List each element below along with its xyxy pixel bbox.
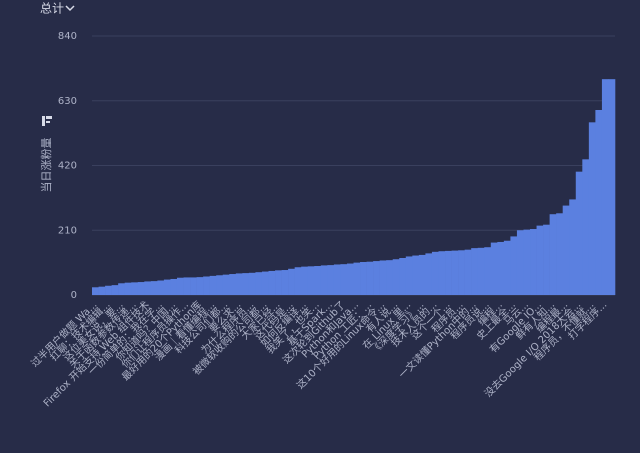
bar [510, 236, 518, 295]
bar [458, 250, 465, 295]
y-icon [42, 116, 52, 126]
bar [569, 199, 577, 295]
bar [242, 273, 250, 295]
bar [314, 266, 322, 295]
bar [530, 229, 537, 295]
bar [307, 266, 315, 295]
y-tick-label: 210 [58, 225, 77, 236]
bar [275, 270, 282, 295]
bar [216, 275, 224, 295]
bar [503, 240, 511, 295]
bar [124, 282, 132, 295]
bar [543, 224, 550, 295]
bar [516, 230, 524, 295]
bar [556, 213, 563, 295]
bar [575, 171, 583, 295]
y-tick-label: 840 [58, 31, 77, 42]
bar [105, 285, 112, 295]
bar [333, 264, 341, 295]
bar [327, 265, 335, 295]
bar [98, 286, 106, 295]
dropdown-icon[interactable] [65, 5, 75, 12]
bar [118, 283, 125, 295]
bar [248, 272, 256, 295]
y-axis-label: 当日涨粉量 [39, 138, 53, 193]
bar [320, 265, 328, 295]
bar [405, 256, 413, 295]
bar [346, 263, 354, 295]
bar [412, 255, 420, 295]
bar [268, 270, 276, 295]
bar [229, 274, 237, 295]
bar [209, 275, 217, 295]
bar [451, 250, 459, 295]
bar [425, 253, 433, 295]
bar [235, 273, 243, 295]
bar [157, 280, 165, 295]
bar [549, 214, 557, 295]
bar [163, 279, 171, 295]
bar [131, 282, 139, 295]
bar [261, 271, 269, 295]
bar [588, 122, 596, 295]
bar [497, 241, 505, 295]
bar [582, 159, 590, 295]
bar [92, 287, 99, 295]
bar [340, 264, 348, 295]
bar [608, 79, 616, 296]
bar [196, 277, 204, 295]
bar [150, 281, 158, 295]
bar [170, 278, 178, 295]
bar [222, 274, 230, 295]
selector[interactable]: 总计 [40, 2, 64, 16]
bar [471, 248, 479, 295]
bar [386, 260, 394, 295]
y-tick-label: 420 [58, 161, 77, 172]
bar [144, 281, 152, 295]
bar [255, 272, 263, 295]
bar [373, 261, 380, 295]
bar [360, 262, 367, 295]
bar [281, 270, 289, 295]
bar [601, 79, 609, 296]
y-tick-label: 630 [58, 96, 77, 107]
bar [301, 266, 309, 295]
bar [288, 268, 295, 295]
bar [111, 285, 119, 295]
bar [203, 276, 210, 295]
bar [399, 258, 407, 295]
bar [477, 247, 485, 295]
bar [464, 249, 472, 295]
bar [562, 205, 570, 295]
bar [595, 110, 603, 295]
bar [523, 229, 531, 295]
bar [137, 282, 145, 295]
bar [484, 247, 492, 295]
bar [190, 277, 197, 295]
bar [438, 251, 446, 295]
bar [418, 254, 426, 295]
bar [445, 250, 452, 295]
bar [294, 267, 302, 295]
bar [183, 277, 191, 295]
bar [536, 225, 544, 295]
bar [392, 259, 400, 295]
bar [490, 242, 498, 295]
bar [353, 262, 361, 295]
bar [431, 251, 439, 295]
bar [176, 277, 184, 295]
bar [366, 261, 374, 295]
bar [379, 260, 387, 295]
y-tick-label: 0 [71, 290, 77, 301]
